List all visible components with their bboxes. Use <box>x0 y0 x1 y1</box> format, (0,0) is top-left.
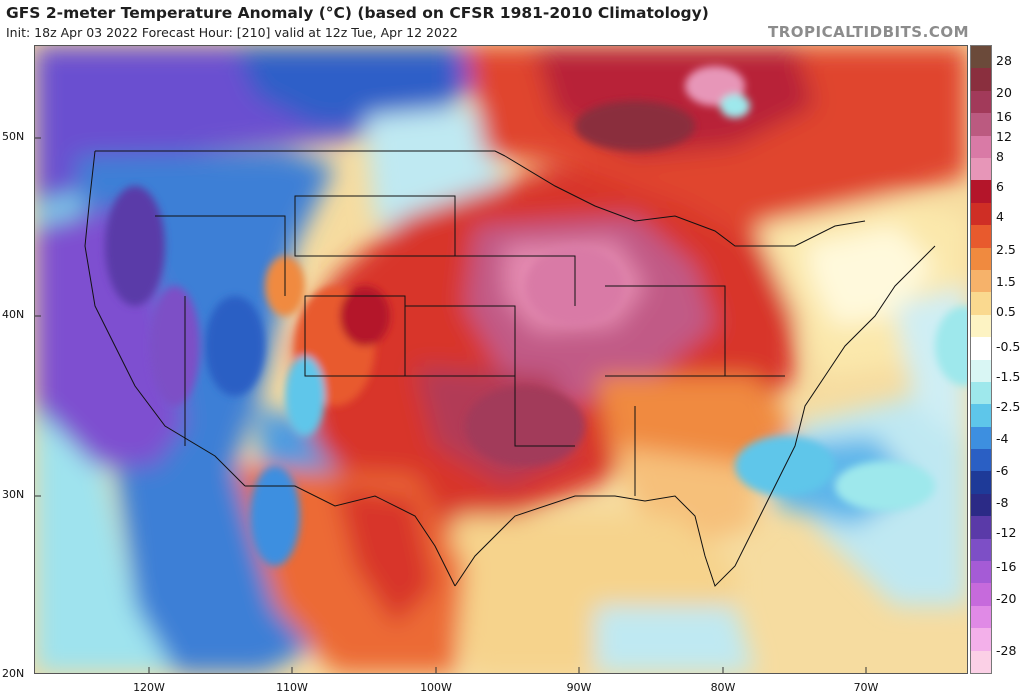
legend-swatch <box>971 381 991 405</box>
legend-swatch <box>971 337 991 360</box>
map-title: GFS 2-meter Temperature Anomaly (°C) (ba… <box>6 4 709 22</box>
lon-label-110w: 110W <box>276 681 308 694</box>
legend-swatch <box>971 605 991 629</box>
legend-label: 16 <box>996 109 1012 124</box>
anomaly-map[interactable] <box>34 45 968 674</box>
legend-label: 6 <box>996 179 1004 194</box>
legend-label: 20 <box>996 85 1012 100</box>
lon-label-80w: 80W <box>710 681 736 694</box>
state-box-3 <box>405 305 516 377</box>
legend-swatch <box>971 113 991 137</box>
legend-label: -2.5 <box>996 399 1021 414</box>
great-lakes-border <box>504 155 866 247</box>
lat-label-20n: 20N <box>2 667 25 680</box>
legend-label: -0.5 <box>996 339 1021 354</box>
legend-swatch <box>971 202 991 226</box>
legend-label: 2.5 <box>996 242 1016 257</box>
legend-label: -20 <box>996 591 1017 606</box>
legend-swatch <box>971 449 991 472</box>
legend-swatch <box>971 46 991 69</box>
map-subtitle: Init: 18z Apr 03 2022 Forecast Hour: [21… <box>6 25 458 40</box>
legend-label: -1.5 <box>996 369 1021 384</box>
legend-swatch <box>971 68 991 92</box>
legend-label: 4 <box>996 209 1004 224</box>
brand-watermark[interactable]: TROPICALTIDBITS.COM <box>768 23 969 41</box>
west-coast <box>84 150 246 487</box>
state-line-5 <box>514 376 575 447</box>
us-canada-border <box>95 150 506 157</box>
legend-swatch <box>971 135 991 159</box>
legend-swatch <box>971 650 991 674</box>
legend-swatch <box>971 628 991 652</box>
legend-swatch <box>971 180 991 204</box>
legend-swatch <box>971 292 991 316</box>
legend-swatch <box>971 359 991 383</box>
legend-swatch <box>971 314 991 338</box>
lat-label-50n: 50N <box>2 130 25 143</box>
legend-swatch <box>971 426 991 450</box>
legend-swatch <box>971 404 991 428</box>
legend-colorbar <box>970 45 992 674</box>
legend-label: -8 <box>996 495 1009 510</box>
legend-swatch <box>971 225 991 249</box>
state-line-4 <box>455 255 576 306</box>
legend-swatch <box>971 269 991 293</box>
state-line-6 <box>605 285 726 376</box>
legend-label: -4 <box>996 431 1009 446</box>
state-line-7 <box>155 215 286 296</box>
lon-label-120w: 120W <box>133 681 165 694</box>
legend-swatch <box>971 157 991 181</box>
legend-label: 8 <box>996 149 1004 164</box>
legend-swatch <box>971 247 991 271</box>
legend-swatch <box>971 493 991 517</box>
us-mexico-border <box>245 485 456 587</box>
legend-label: -28 <box>996 643 1017 658</box>
legend-label: 12 <box>996 129 1012 144</box>
grid-ticks <box>35 137 867 673</box>
detail-anomaly-field <box>105 66 967 566</box>
lon-label-90w: 90W <box>566 681 592 694</box>
legend-swatch <box>971 538 991 562</box>
legend-swatch <box>971 583 991 607</box>
legend-swatch <box>971 561 991 584</box>
legend-label: -12 <box>996 525 1017 540</box>
lat-label-40n: 40N <box>2 308 25 321</box>
legend-label: -6 <box>996 463 1009 478</box>
legend-label: 28 <box>996 53 1012 68</box>
legend-label: -16 <box>996 559 1017 574</box>
legend-label: 0.5 <box>996 304 1016 319</box>
boundaries <box>84 150 936 587</box>
lat-label-30n: 30N <box>2 488 25 501</box>
legend-label: 1.5 <box>996 274 1016 289</box>
lon-label-100w: 100W <box>420 681 452 694</box>
gulf-atlantic-coast <box>454 245 936 587</box>
lon-label-70w: 70W <box>853 681 879 694</box>
legend-swatch <box>971 516 991 540</box>
legend-swatch <box>971 471 991 495</box>
anomaly-map-canvas <box>35 46 967 673</box>
legend-swatch <box>971 90 991 114</box>
